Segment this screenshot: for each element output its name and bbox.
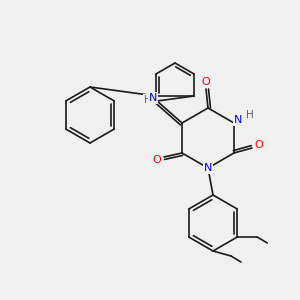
Text: N: N [204,163,212,173]
Text: H: H [246,110,254,120]
Text: O: O [202,77,210,87]
Text: O: O [153,155,161,165]
Text: N: N [149,93,157,103]
Text: O: O [255,140,263,150]
Text: H: H [144,95,152,105]
Text: N: N [234,115,242,125]
